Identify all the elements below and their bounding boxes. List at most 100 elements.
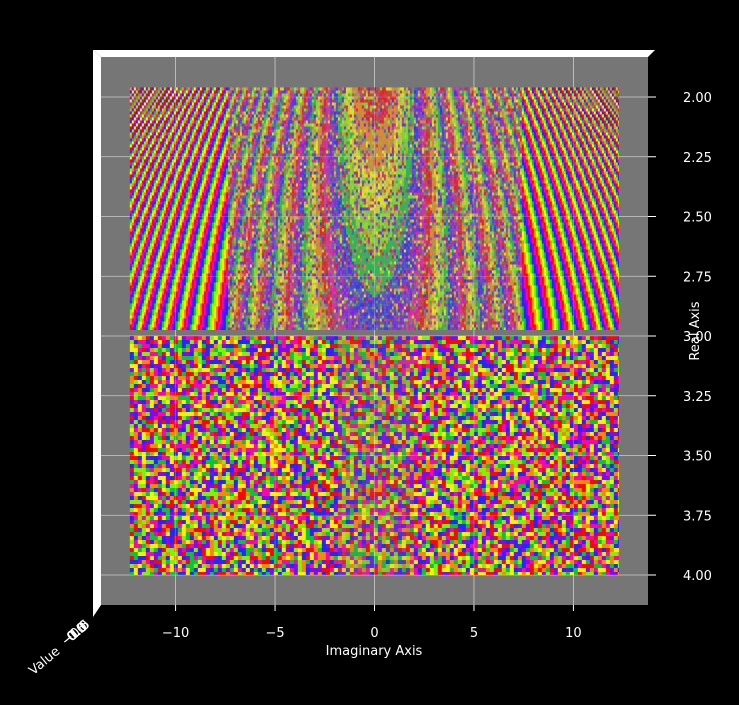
surface-cell xyxy=(164,189,166,192)
surface-cell xyxy=(138,198,140,201)
surface-cell xyxy=(180,261,182,264)
surface-cell xyxy=(154,219,156,222)
surface-cell xyxy=(138,213,140,216)
surface-cell xyxy=(150,255,152,258)
surface-cell xyxy=(246,246,248,249)
surface-cell xyxy=(246,189,248,192)
surface-cell xyxy=(134,234,136,237)
surface-cell xyxy=(162,177,164,180)
surface-cell xyxy=(248,285,250,288)
surface-cell xyxy=(234,324,236,327)
surface-cell xyxy=(170,288,172,291)
surface-cell xyxy=(196,87,198,90)
surface-cell xyxy=(132,213,134,216)
surface-cell xyxy=(248,210,250,213)
surface-cell xyxy=(236,195,238,198)
surface-cell xyxy=(170,222,172,225)
surface-cell xyxy=(162,258,164,261)
surface-cell xyxy=(228,159,230,162)
surface-cell xyxy=(170,174,172,177)
surface-cell xyxy=(140,108,142,111)
surface-cell xyxy=(162,210,164,213)
surface-cell xyxy=(244,189,246,192)
surface-cell xyxy=(130,255,132,258)
surface-cell xyxy=(236,270,238,273)
surface-cell xyxy=(202,123,204,126)
surface-cell xyxy=(190,207,192,210)
surface-cell xyxy=(200,177,202,180)
surface-cell xyxy=(138,267,140,270)
surface-cell xyxy=(166,168,168,171)
surface-cell xyxy=(202,126,204,129)
surface-cell xyxy=(164,168,166,171)
surface-cell xyxy=(154,282,156,285)
surface-cell xyxy=(142,186,144,189)
surface-cell xyxy=(154,87,156,90)
surface-cell xyxy=(146,189,148,192)
surface-cell xyxy=(182,213,184,216)
surface-cell xyxy=(166,183,168,186)
surface-cell xyxy=(152,228,154,231)
surface-cell xyxy=(172,108,174,111)
surface-cell xyxy=(200,234,202,237)
surface-cell xyxy=(222,198,224,201)
surface-cell xyxy=(202,324,204,327)
surface-cell xyxy=(184,204,186,207)
surface-cell xyxy=(216,192,218,195)
surface-cell xyxy=(152,276,154,279)
surface-cell xyxy=(204,168,206,171)
surface-cell xyxy=(202,102,204,105)
surface-cell xyxy=(184,306,186,309)
surface-cell xyxy=(218,225,220,228)
surface-cell xyxy=(236,246,238,249)
surface-cell xyxy=(188,153,190,156)
surface-cell xyxy=(186,324,188,327)
surface-cell xyxy=(222,264,224,267)
surface-cell xyxy=(144,123,146,126)
surface-cell xyxy=(186,243,188,246)
surface-cell xyxy=(172,180,174,183)
surface-cell xyxy=(134,177,136,180)
surface-cell xyxy=(216,252,218,255)
surface-cell xyxy=(216,291,218,294)
surface-cell xyxy=(196,150,198,153)
surface-cell xyxy=(160,162,162,165)
surface-cell xyxy=(160,132,162,135)
surface-cell xyxy=(248,255,250,258)
surface-cell xyxy=(232,180,234,183)
surface-cell xyxy=(190,159,192,162)
surface-cell xyxy=(232,264,234,267)
surface-cell xyxy=(224,258,226,261)
surface-cell xyxy=(158,189,160,192)
surface-cell xyxy=(178,312,180,315)
surface-cell xyxy=(242,240,244,243)
surface-cell xyxy=(186,117,188,120)
surface-cell xyxy=(146,279,148,282)
surface-cell xyxy=(178,186,180,189)
surface-cell xyxy=(150,138,152,141)
surface-cell xyxy=(170,312,172,315)
surface-cell xyxy=(210,231,212,234)
surface-cell xyxy=(140,195,142,198)
surface-cell xyxy=(214,141,216,144)
surface-cell xyxy=(232,249,234,252)
surface-cell xyxy=(232,297,234,300)
surface-cell xyxy=(136,147,138,150)
surface-cell xyxy=(184,228,186,231)
surface-cell xyxy=(204,237,206,240)
surface-cell xyxy=(222,234,224,237)
surface-cell xyxy=(230,102,232,105)
surface-cell xyxy=(188,306,190,309)
surface-cell xyxy=(188,204,190,207)
surface-cell xyxy=(156,153,158,156)
surface-cell xyxy=(210,105,212,108)
surface-cell xyxy=(240,150,242,153)
surface-cell xyxy=(232,213,234,216)
surface-cell xyxy=(162,264,164,267)
surface-cell xyxy=(164,291,166,294)
surface-cell xyxy=(176,105,178,108)
surface-cell xyxy=(196,132,198,135)
surface-cell xyxy=(242,213,244,216)
surface-cell xyxy=(210,186,212,189)
surface-cell xyxy=(206,99,208,102)
